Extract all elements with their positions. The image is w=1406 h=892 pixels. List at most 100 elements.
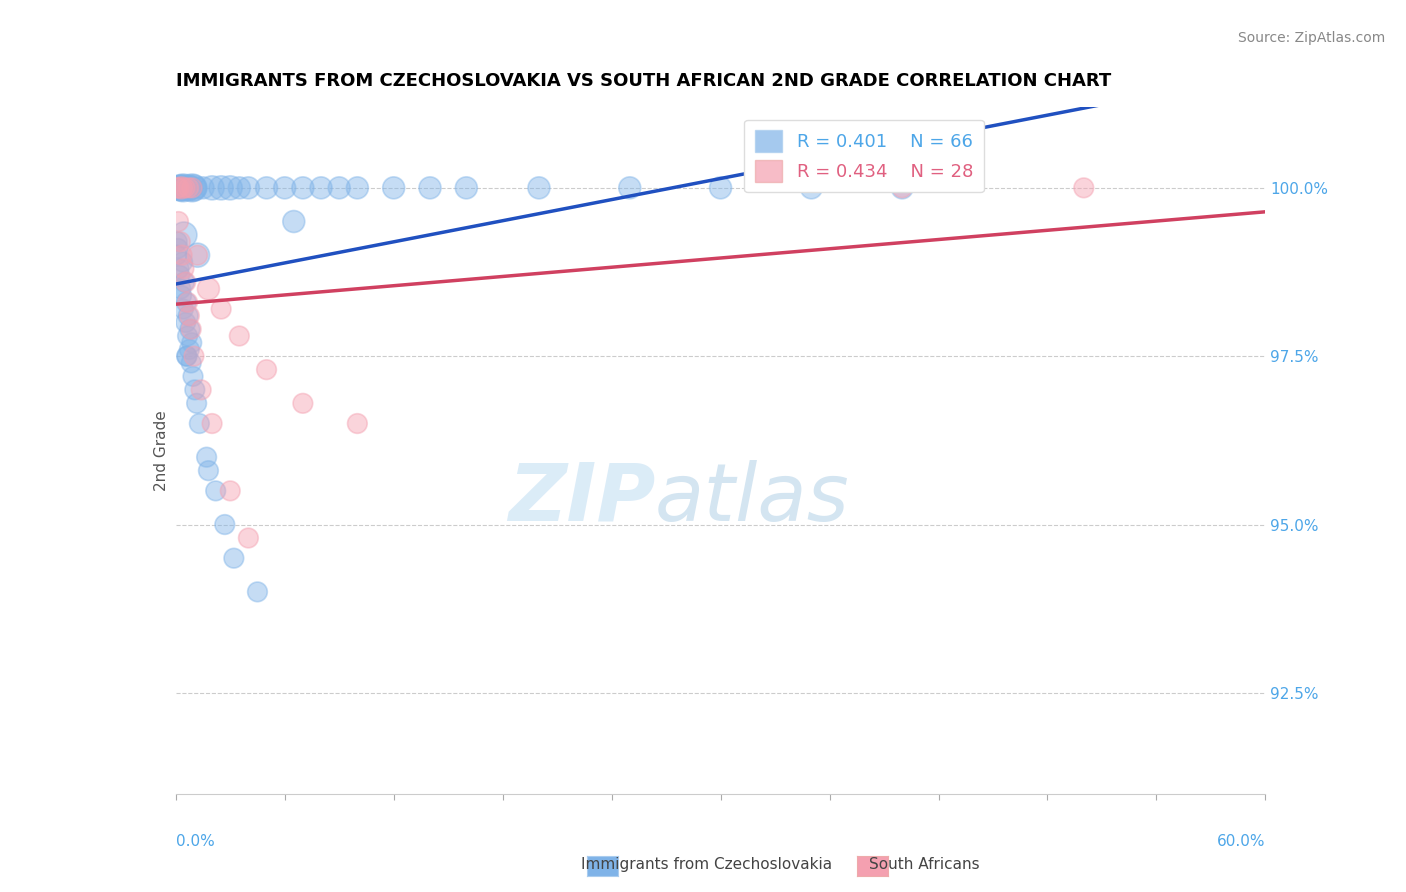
Point xyxy=(328,181,350,195)
Point xyxy=(214,517,236,532)
Point xyxy=(219,483,242,498)
Point xyxy=(209,181,232,195)
Point xyxy=(195,450,218,465)
Point xyxy=(174,295,197,310)
Point xyxy=(167,242,190,256)
Point xyxy=(184,383,207,397)
Point xyxy=(174,275,197,289)
Point xyxy=(382,181,405,195)
Point xyxy=(167,181,190,195)
Y-axis label: 2nd Grade: 2nd Grade xyxy=(153,410,169,491)
Point xyxy=(183,181,205,195)
Point xyxy=(166,181,188,195)
Point xyxy=(172,181,194,195)
Point xyxy=(179,322,201,336)
Point xyxy=(166,248,188,262)
Point xyxy=(197,464,219,478)
Point xyxy=(169,181,191,195)
Point xyxy=(346,417,368,431)
Point xyxy=(170,282,193,296)
Point xyxy=(176,295,198,310)
Point xyxy=(169,235,191,249)
Point xyxy=(177,181,200,195)
Point xyxy=(228,181,250,195)
Point xyxy=(219,181,242,195)
Point xyxy=(166,235,188,249)
Point xyxy=(456,181,478,195)
Point xyxy=(186,248,209,262)
Point xyxy=(173,227,195,242)
Point xyxy=(172,255,194,269)
Point xyxy=(181,369,204,384)
Point xyxy=(180,356,202,370)
Point xyxy=(291,396,314,410)
Point xyxy=(246,585,269,599)
Legend: R = 0.401    N = 66, R = 0.434    N = 28: R = 0.401 N = 66, R = 0.434 N = 28 xyxy=(744,120,984,193)
Point xyxy=(222,551,245,566)
Point xyxy=(619,181,641,195)
Point xyxy=(256,181,278,195)
Point xyxy=(173,261,195,276)
Point xyxy=(177,181,200,195)
Point xyxy=(172,181,194,195)
Point xyxy=(891,181,914,195)
Point xyxy=(190,383,212,397)
Point xyxy=(174,316,197,330)
Point xyxy=(256,362,278,376)
Text: 60.0%: 60.0% xyxy=(1218,834,1265,849)
Text: IMMIGRANTS FROM CZECHOSLOVAKIA VS SOUTH AFRICAN 2ND GRADE CORRELATION CHART: IMMIGRANTS FROM CZECHOSLOVAKIA VS SOUTH … xyxy=(176,72,1111,90)
Point xyxy=(167,261,190,276)
Point xyxy=(186,248,209,262)
Point xyxy=(170,181,193,195)
Point xyxy=(346,181,368,195)
Point xyxy=(179,181,201,195)
Point xyxy=(527,181,550,195)
Point xyxy=(173,275,195,289)
Point xyxy=(173,181,195,195)
Point xyxy=(274,181,297,195)
Point xyxy=(188,417,211,431)
Point xyxy=(183,349,205,363)
Text: atlas: atlas xyxy=(655,459,851,538)
Point xyxy=(180,335,202,350)
Point xyxy=(209,301,232,316)
Point xyxy=(710,181,733,195)
Point xyxy=(800,181,823,195)
Point xyxy=(197,282,219,296)
Point xyxy=(201,181,224,195)
Point xyxy=(181,181,204,195)
Point xyxy=(228,329,250,343)
Text: 0.0%: 0.0% xyxy=(176,834,215,849)
Text: Source: ZipAtlas.com: Source: ZipAtlas.com xyxy=(1237,31,1385,45)
Point xyxy=(169,181,191,195)
Point xyxy=(179,343,201,357)
Text: Immigrants from Czechoslovakia: Immigrants from Czechoslovakia xyxy=(581,857,832,872)
Point xyxy=(186,396,208,410)
Point xyxy=(238,181,260,195)
Point xyxy=(177,309,200,323)
Point xyxy=(167,214,190,228)
Text: ZIP: ZIP xyxy=(508,459,655,538)
Point xyxy=(201,417,224,431)
Point xyxy=(1073,181,1095,195)
Point xyxy=(891,181,914,195)
Point xyxy=(176,349,198,363)
Point xyxy=(184,181,207,195)
Point xyxy=(176,349,198,363)
Point xyxy=(180,322,202,336)
Point xyxy=(170,181,193,195)
Point xyxy=(176,329,198,343)
Point xyxy=(283,214,305,228)
Point xyxy=(291,181,314,195)
Point xyxy=(172,248,194,262)
Point xyxy=(238,531,260,545)
Point xyxy=(173,181,195,195)
Point xyxy=(204,483,226,498)
Point xyxy=(309,181,332,195)
Point xyxy=(170,288,193,302)
Point xyxy=(172,301,194,316)
Point xyxy=(191,181,214,195)
Point xyxy=(419,181,441,195)
Point xyxy=(179,309,201,323)
Point xyxy=(169,268,191,283)
